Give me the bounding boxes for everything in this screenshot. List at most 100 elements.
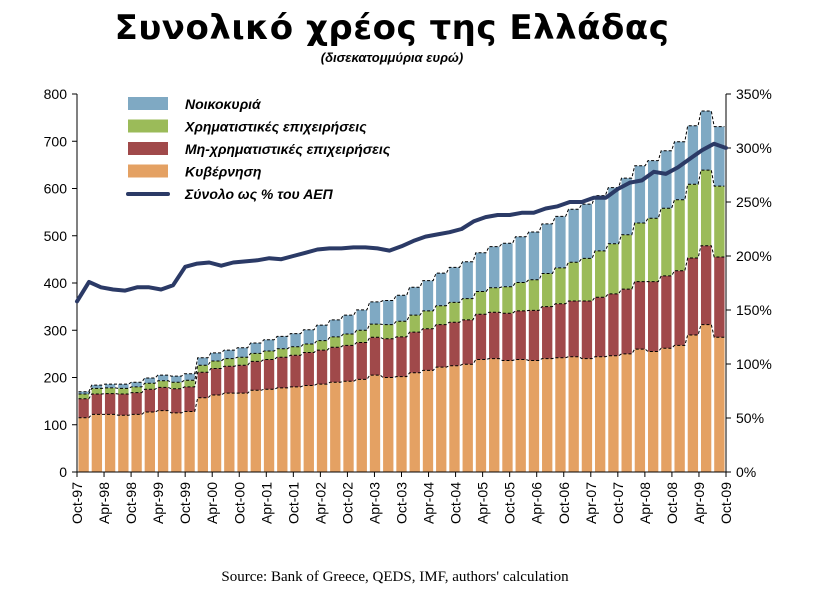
bar-government: [144, 411, 156, 472]
bar-government: [528, 360, 540, 472]
x-tick-label: Oct-07: [610, 482, 626, 524]
x-tick-label: Apr-98: [96, 482, 112, 524]
legend-label-ratio: Σύνολο ως % του ΑΕΠ: [184, 186, 334, 202]
bar-households: [210, 352, 222, 361]
bar-households: [462, 261, 473, 299]
bar-government: [608, 355, 619, 472]
bar-nonfinancial: [647, 281, 659, 352]
bar-government: [383, 377, 394, 472]
bar-households: [157, 375, 169, 381]
bar-households: [237, 347, 248, 358]
bar-households: [647, 160, 659, 219]
bar-financial: [290, 346, 301, 356]
bar-financial: [608, 243, 619, 294]
outline-government: [78, 324, 725, 419]
bar-government: [118, 415, 129, 472]
y-left-tick-label: 300: [44, 322, 68, 338]
chart-subtitle: (δισεκατομμύρια ευρώ): [320, 50, 464, 65]
y-right-tick-label: 250%: [736, 194, 772, 210]
bar-series-group: [78, 111, 725, 473]
bar-government: [91, 414, 103, 472]
bar-government: [595, 356, 606, 472]
x-tick-label: Apr-05: [475, 482, 491, 524]
bar-financial: [383, 324, 394, 339]
bar-financial: [489, 287, 500, 313]
bar-financial: [330, 336, 341, 348]
bar-households: [568, 209, 579, 263]
bar-households: [356, 309, 367, 331]
bar-financial: [661, 208, 672, 276]
x-tick-label: Oct-08: [664, 482, 680, 524]
x-tick-label: Oct-05: [502, 482, 518, 524]
bar-households: [303, 329, 314, 344]
bar-financial: [581, 258, 593, 301]
bar-government: [369, 375, 381, 472]
bar-nonfinancial: [171, 388, 182, 413]
outline-financial: [78, 169, 725, 395]
bar-nonfinancial: [330, 347, 341, 383]
bar-nonfinancial: [608, 293, 619, 356]
bar-households: [277, 336, 288, 349]
bar-households: [581, 204, 593, 259]
bar-financial: [634, 222, 646, 282]
bar-financial: [277, 348, 288, 358]
bar-households: [436, 273, 447, 306]
legend: Νοικοκυριά Χρηματιστικές επιχειρήσεις Μη-χ…: [126, 96, 391, 202]
x-tick-label: Apr-09: [691, 482, 707, 524]
legend-label-nonfinancial: Μη-χρηματιστικές επιχειρήσεις: [185, 141, 391, 157]
bar-government: [104, 414, 116, 472]
bar-financial: [171, 382, 182, 389]
bar-government: [462, 364, 473, 472]
bar-financial: [528, 279, 540, 311]
x-tick-label: Apr-08: [637, 482, 653, 524]
y-right-tick-label: 0%: [736, 464, 756, 480]
bar-households: [197, 357, 208, 366]
bar-nonfinancial: [250, 361, 261, 391]
bar-nonfinancial: [396, 336, 407, 377]
x-tick-label: Oct-03: [394, 482, 410, 524]
bar-nonfinancial: [78, 398, 89, 418]
bar-government: [184, 411, 195, 472]
bar-financial: [303, 343, 314, 353]
bar-nonfinancial: [714, 257, 725, 338]
bar-financial: [568, 262, 579, 301]
x-tick-label: Oct-00: [231, 482, 247, 524]
bar-government: [197, 397, 208, 472]
bar-government: [542, 358, 553, 472]
legend-swatch-nonfinancial: [128, 142, 168, 155]
bar-households: [661, 150, 672, 209]
bar-households: [634, 165, 646, 223]
bar-financial: [316, 340, 328, 351]
bar-financial: [78, 394, 89, 399]
bar-households: [343, 315, 354, 335]
x-tick-label: Oct-04: [448, 482, 464, 524]
ratio-line: [75, 141, 728, 304]
bar-households: [449, 267, 460, 303]
bar-nonfinancial: [621, 289, 632, 354]
y-left-tick-label: 800: [44, 86, 68, 102]
bar-financial: [674, 199, 685, 271]
bar-households: [555, 216, 566, 268]
bar-households: [595, 195, 606, 251]
bar-households: [489, 246, 500, 288]
legend-label-financial: Χρηματιστικές επιχειρήσεις: [184, 119, 367, 135]
bar-financial: [369, 324, 381, 338]
axes-group: 0 100 200 300 400 500 600 700 800 0% 50% 100% 150% 20…: [44, 86, 772, 524]
x-tick-label: Apr-06: [529, 482, 545, 524]
legend-swatch-financial: [128, 119, 168, 133]
bar-nonfinancial: [595, 297, 606, 357]
bar-financial: [462, 298, 473, 320]
bar-nonfinancial: [661, 275, 672, 349]
bar-financial: [237, 357, 248, 366]
x-tick-label: Apr-00: [204, 482, 220, 524]
x-tick-label: Oct-98: [123, 482, 139, 524]
y-right-tick-label: 350%: [736, 86, 772, 102]
bar-financial: [422, 310, 434, 329]
x-tick-label: Apr-02: [312, 482, 328, 524]
bar-government: [277, 387, 288, 472]
bar-nonfinancial: [184, 386, 195, 412]
bar-households: [475, 252, 487, 292]
bar-financial: [449, 302, 460, 323]
bar-government: [422, 370, 434, 472]
